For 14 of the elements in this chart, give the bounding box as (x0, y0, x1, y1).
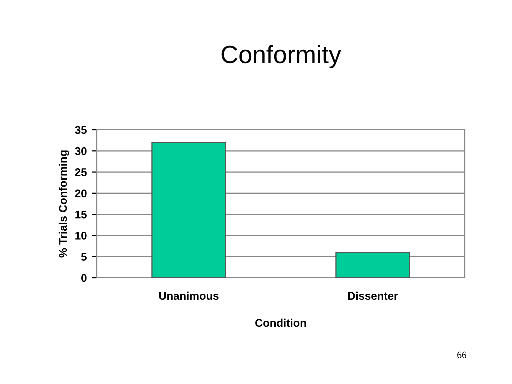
y-tick-label: 0 (82, 274, 87, 282)
y-tick-label: 25 (75, 168, 87, 176)
y-tick-label: 15 (76, 210, 87, 219)
y-tick-label: 10 (76, 232, 87, 240)
y-tick-label: 35 (75, 126, 87, 134)
x-tick-label: Unanimous (159, 292, 219, 300)
y-axis-title: % Trials Conforming (58, 150, 70, 258)
y-tick-label: 5 (81, 253, 87, 261)
x-tick-label: Dissenter (348, 292, 398, 300)
chart-title: Conformity (222, 45, 342, 69)
x-axis-title: Condition (256, 318, 306, 328)
y-tick-label: 20 (75, 190, 87, 198)
text: 66 (458, 352, 467, 358)
y-tick-label: 30 (75, 147, 87, 156)
